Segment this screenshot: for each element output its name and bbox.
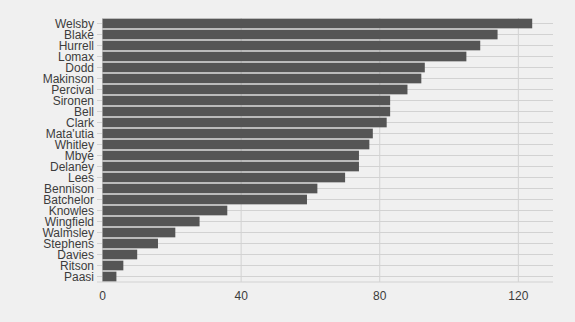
bar [103,162,359,172]
bar [103,19,533,29]
grid-line [518,18,519,282]
bar [103,239,158,249]
grid [97,18,553,282]
bar [103,96,391,106]
x-tick-label: 40 [234,289,248,303]
bar [103,206,228,216]
bar [103,217,200,227]
bar [103,173,346,183]
grid-line-category [97,243,553,244]
bar [103,140,370,150]
x-tick-labels: 0 40 80 120 [99,289,528,303]
bar [103,74,422,84]
bar [103,118,387,128]
bar [103,250,138,260]
grid-line-category [97,254,553,255]
chart-root: WelsbyBlakeHurrellLomaxDoddMakinsonPerci… [0,0,575,322]
bar [103,272,117,282]
x-axis-line [97,282,553,283]
bar [103,228,176,238]
bar [103,41,481,51]
x-tick-label: 0 [99,289,106,303]
background [0,0,575,322]
bar [103,129,373,139]
bar [103,151,359,161]
bar [103,195,307,205]
grid-line-category [97,276,553,277]
x-tick-label: 80 [373,289,387,303]
bar [103,261,124,271]
chart-svg: WelsbyBlakeHurrellLomaxDoddMakinsonPerci… [0,0,575,322]
y-tick-labels: WelsbyBlakeHurrellLomaxDoddMakinsonPerci… [42,17,95,284]
bars [103,19,533,282]
grid-line-category [97,265,553,266]
bar [103,63,425,73]
bar [103,52,467,62]
bar [103,107,391,117]
x-tick-label: 120 [508,289,528,303]
y-tick-label: Paasi [64,270,94,284]
bar [103,184,318,194]
bar [103,85,408,95]
bar [103,30,498,40]
